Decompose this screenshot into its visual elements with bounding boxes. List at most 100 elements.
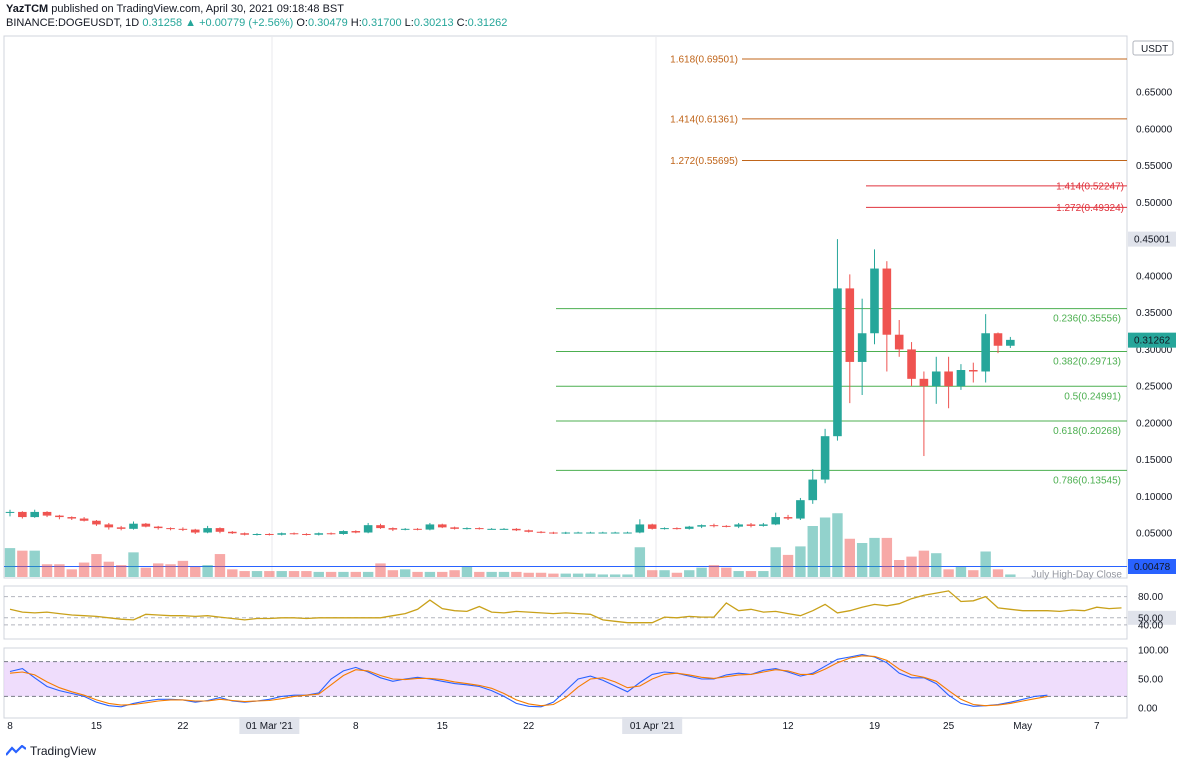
volume-bar (572, 573, 584, 577)
candle-body (475, 528, 484, 530)
candle-body (857, 333, 867, 362)
candle-body (425, 524, 435, 530)
candle-body (561, 532, 571, 534)
volume-bar (807, 526, 818, 577)
candle-body (573, 532, 583, 534)
volume-bar (721, 567, 732, 577)
currency-box (1132, 40, 1174, 56)
candle-body (462, 528, 472, 530)
candle-body (141, 523, 151, 527)
candle-body (153, 526, 163, 529)
price-tick-label: 0.40000 (1136, 271, 1173, 282)
volume-bar (276, 571, 287, 577)
candle-body (413, 528, 422, 530)
volume-bar (214, 554, 226, 577)
volume-bar (745, 571, 757, 577)
volume-bar (424, 571, 436, 577)
volume-bar (338, 571, 349, 577)
candle-body (499, 528, 509, 530)
candle-body (536, 531, 546, 533)
candle-body (820, 436, 830, 480)
time-axis-label: 22 (523, 721, 535, 732)
candle-body (55, 515, 64, 518)
candle-body (190, 529, 200, 533)
volume-bar (906, 556, 917, 577)
symbol-name: BINANCE:DOGEUSDT, 1D (6, 17, 140, 29)
volume-bar (869, 537, 880, 577)
fib-extension-label: 1.272(0.55695) (670, 156, 738, 167)
volume-bar (634, 547, 646, 577)
candle-body (882, 268, 892, 335)
candle-body (166, 528, 175, 530)
candle-body (808, 479, 818, 501)
volume-bar (671, 572, 683, 577)
time-axis-label: 15 (437, 721, 449, 732)
candle-body (252, 533, 262, 535)
volume-bar (313, 571, 324, 577)
candle-body (734, 524, 743, 527)
stoch-level-label: 100.00 (1138, 646, 1169, 657)
candle-body (240, 533, 249, 535)
price-tick-label: 0.20000 (1136, 418, 1173, 429)
volume-bar (449, 570, 460, 577)
volume-bar (91, 554, 102, 577)
published-text: published on TradingView.com, April 30, … (51, 3, 344, 15)
volume-bar (190, 566, 201, 577)
volume-bar (708, 565, 720, 577)
fib-extension-label: 1.414(0.52247) (1056, 181, 1124, 192)
volume-bar (115, 565, 127, 577)
candle-body (771, 517, 780, 525)
open-label: O: (296, 17, 308, 29)
volume-bar (486, 571, 497, 577)
volume-bar (659, 570, 670, 577)
volume-bar (733, 571, 744, 577)
time-axis-label: 12 (782, 721, 794, 732)
time-label-box (239, 717, 300, 734)
volume-bar (918, 550, 930, 577)
tradingview-logo[interactable]: TradingView (6, 744, 96, 758)
candle-body (549, 532, 558, 534)
volume-bar (832, 513, 843, 577)
last-price: 0.31258 (142, 17, 183, 29)
candle-body (796, 500, 805, 519)
volume-bar (202, 565, 213, 577)
volume-bar (461, 566, 473, 577)
candle-body (129, 523, 138, 529)
time-axis-label: 22 (177, 721, 189, 732)
fib-extension-label: 1.272(0.49324) (1056, 203, 1124, 214)
tradingview-icon (6, 745, 26, 756)
volume-bar (597, 574, 608, 577)
volume-bar (54, 564, 65, 577)
tradingview-brand: TradingView (30, 744, 97, 758)
candle-body (302, 533, 311, 535)
volume-bar (622, 574, 633, 577)
fib-retracement-label: 0.786(0.13545) (1053, 475, 1121, 486)
candle-body (697, 525, 706, 527)
fib-retracement-label: 0.5(0.24991) (1064, 391, 1121, 402)
price-tick-label: 0.60000 (1136, 124, 1173, 135)
candle-body (586, 532, 595, 534)
time-axis-label: 8 (353, 721, 359, 732)
candle-body (42, 511, 52, 516)
candle-body (647, 524, 657, 529)
candle-body (487, 528, 496, 530)
price-badge (1128, 332, 1176, 348)
fib-retracement-label: 0.236(0.35556) (1053, 314, 1121, 325)
volume-bar (362, 571, 374, 577)
candle-body (981, 333, 990, 372)
candle-body (944, 371, 953, 387)
candle-body (178, 528, 188, 530)
open-value: 0.30479 (307, 17, 348, 29)
price-tick-label: 0.55000 (1136, 161, 1173, 172)
candle-body (265, 533, 274, 535)
price-badge-label: 0.45001 (1134, 235, 1171, 246)
volume-bar (66, 569, 77, 577)
volume-bar (165, 564, 176, 577)
volume-bar (264, 571, 275, 577)
rsi-level-label: 40.00 (1138, 620, 1163, 631)
volume-bar (288, 571, 300, 577)
main-pane-border (3, 35, 1128, 579)
candle-body (18, 511, 27, 518)
volume-bar (782, 554, 794, 577)
